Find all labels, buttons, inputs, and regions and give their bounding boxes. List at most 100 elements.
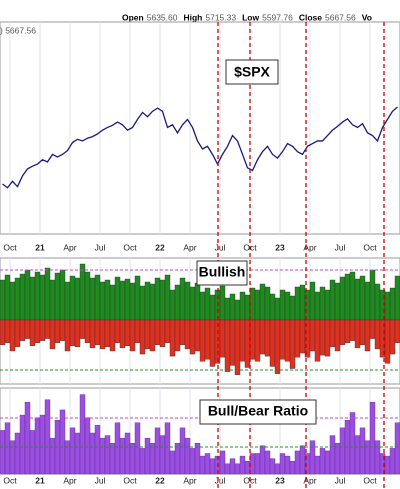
bearish-bar — [359, 319, 366, 345]
bearish-bar — [134, 319, 141, 343]
ratio-bar — [159, 435, 166, 475]
ratio-bar — [359, 427, 366, 475]
bearish-bar — [14, 319, 21, 348]
bearish-bar — [299, 319, 306, 354]
bullish-bar — [314, 291, 321, 321]
x-tick-label: Oct — [3, 475, 17, 485]
bearish-bar — [259, 319, 266, 355]
header-label: Close — [299, 12, 322, 22]
ratio-bar — [114, 422, 121, 475]
x-tick-label: Apr — [183, 242, 196, 252]
title-box — [199, 399, 317, 425]
bearish-bar — [184, 319, 191, 350]
bearish-bar — [109, 319, 116, 352]
bullish-bar — [264, 286, 271, 321]
bearish-bar — [224, 319, 231, 372]
bearish-bar — [24, 319, 31, 339]
bearish-bar — [374, 319, 381, 350]
ratio-bar — [334, 443, 341, 475]
ratio-bar — [74, 432, 81, 475]
ratio-bar — [154, 427, 161, 475]
header-value: 5635.60 — [147, 12, 178, 22]
bullish-bar — [104, 279, 111, 321]
bullish-bar — [259, 283, 266, 321]
bearish-bar — [279, 319, 286, 360]
ratio-bar — [274, 463, 281, 475]
ratio-bar — [169, 450, 176, 475]
bullish-bar — [29, 276, 36, 321]
ratio-bar — [269, 458, 276, 475]
ratio-bar — [244, 460, 251, 475]
ratio-bar — [394, 422, 400, 475]
ratio-bar — [369, 402, 376, 475]
bearish-bar — [364, 319, 371, 352]
ratio-bar — [339, 427, 346, 475]
x-tick-label: Oct — [363, 242, 377, 252]
bullish-bar — [94, 274, 101, 321]
bullish-bar — [339, 276, 346, 321]
bearish-bar — [74, 319, 81, 348]
x-tick-label: Jul — [335, 475, 346, 485]
bullish-bar — [44, 267, 51, 321]
ratio-bar — [389, 448, 396, 475]
bullish-bar — [134, 275, 141, 321]
bearish-bar — [79, 319, 86, 339]
ratio-bar — [374, 440, 381, 475]
x-tick-label: Jul — [95, 242, 106, 252]
x-tick-label: Jul — [215, 475, 226, 485]
bearish-bar — [369, 319, 376, 339]
ratio-bar — [69, 427, 76, 475]
bullish-bar — [129, 282, 136, 321]
bearish-bar — [29, 319, 36, 347]
bullish-bar — [324, 289, 331, 321]
header-label: Vo — [362, 12, 372, 22]
bullish-bar — [289, 295, 296, 321]
bearish-bar — [354, 319, 361, 349]
bullish-bar — [0, 279, 6, 321]
bullish-bar — [189, 286, 196, 321]
x-tick-label: Jul — [335, 242, 346, 252]
ratio-bar — [124, 432, 131, 475]
bullish-bar — [174, 284, 181, 321]
bullish-bar — [154, 277, 161, 321]
ratio-bar — [79, 394, 86, 475]
bullish-bar — [149, 283, 156, 321]
x-tick-label: 23 — [275, 475, 285, 485]
bearish-bar — [99, 319, 106, 350]
bullish-bar — [109, 284, 116, 321]
ratio-bar — [109, 443, 116, 475]
bearish-bar — [19, 319, 26, 341]
ratio-bar — [239, 455, 246, 475]
bullish-bar — [49, 279, 56, 321]
bullish-bar — [9, 281, 16, 321]
bearish-bar — [199, 319, 206, 362]
ratio-bar — [19, 414, 26, 475]
x-tick-label: Oct — [123, 475, 137, 485]
x-tick-label: 21 — [35, 242, 45, 252]
bearish-bar — [239, 319, 246, 362]
sentiment-panel — [0, 257, 400, 385]
price-panel — [0, 21, 400, 235]
title-box — [225, 59, 279, 85]
bearish-bar — [244, 319, 251, 368]
bearish-bar — [114, 319, 121, 343]
x-tick-label: Apr — [303, 242, 316, 252]
ratio-bar — [64, 440, 71, 475]
bearish-bar — [204, 319, 211, 360]
ratio-bar — [59, 409, 66, 475]
title-box — [196, 260, 248, 286]
x-tick-label: Apr — [183, 475, 196, 485]
bullish-bar — [24, 269, 31, 321]
ratio-bar — [314, 455, 321, 475]
bearish-bar — [334, 319, 341, 352]
chart-title: Bullish — [199, 264, 246, 280]
header-value: 5667.56 — [325, 12, 356, 22]
bullish-bar — [84, 271, 91, 321]
ratio-bar — [149, 443, 156, 475]
bearish-bar — [94, 319, 101, 345]
bullish-bar — [4, 274, 11, 321]
ratio-bar — [299, 445, 306, 475]
ratio-bar — [24, 402, 31, 475]
x-tick-label: Oct — [123, 242, 137, 252]
ratio-bar — [0, 430, 6, 475]
